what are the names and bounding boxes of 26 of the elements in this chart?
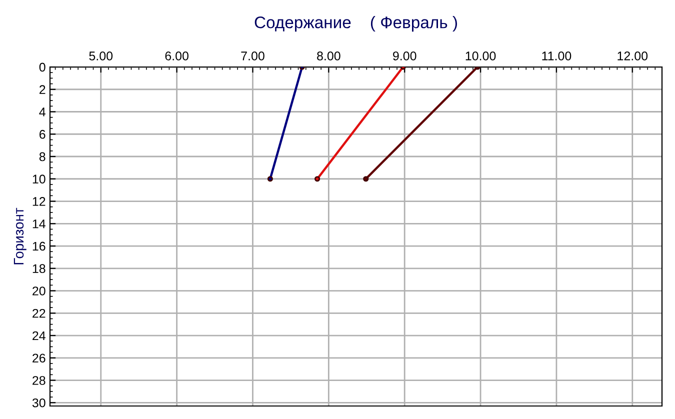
y-tick-label: 14 <box>32 220 46 228</box>
y-tick-label: 4 <box>39 108 46 116</box>
y-tick-label: 10 <box>32 174 46 184</box>
x-tick-label: 5.00 <box>89 52 113 60</box>
y-tick-label: 22 <box>32 308 46 318</box>
chart-title: Содержание ( Февраль ) <box>254 16 457 32</box>
y-tick-label: 26 <box>32 354 46 363</box>
y-tick-label: 18 <box>32 264 46 274</box>
y-tick-label: 28 <box>32 376 46 385</box>
x-tick-label: 11.00 <box>542 52 572 60</box>
x-tick-label: 6.00 <box>165 52 188 60</box>
x-tick-label: 9.00 <box>393 52 416 60</box>
y-tick-label: 24 <box>32 331 46 340</box>
x-tick-label: 10.00 <box>466 52 496 60</box>
x-tick-label: 12.00 <box>618 52 648 60</box>
y-tick-label: 30 <box>32 398 46 408</box>
y-axis-title: Горизонт <box>14 208 26 264</box>
y-tick-label: 20 <box>32 286 46 296</box>
x-tick-label: 7.00 <box>241 52 264 60</box>
y-tick-label: 2 <box>40 85 46 94</box>
y-tick-label: 0 <box>39 62 46 72</box>
y-tick-label: 16 <box>32 242 46 251</box>
x-tick-label: 8.00 <box>317 52 340 60</box>
y-tick-label: 8 <box>39 152 46 162</box>
y-tick-label: 6 <box>40 130 46 139</box>
y-tick-label: 12 <box>32 197 46 206</box>
